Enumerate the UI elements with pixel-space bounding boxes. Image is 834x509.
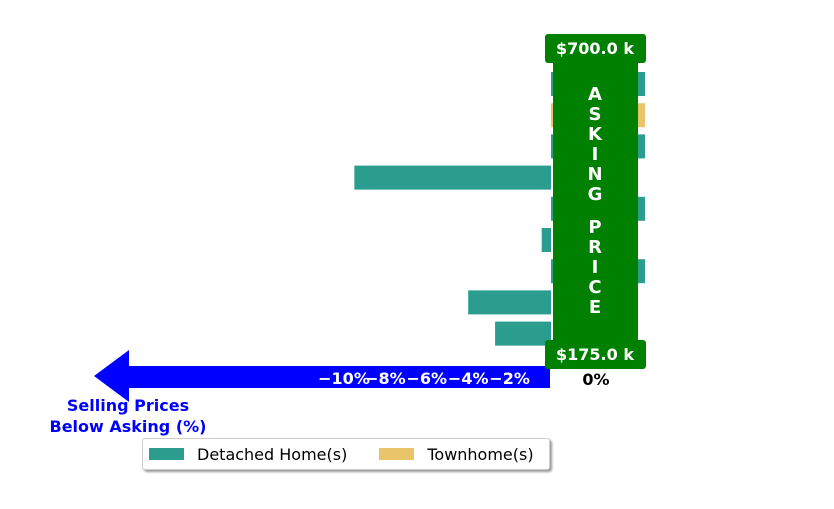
legend-swatch-detached [149, 448, 184, 460]
x-axis: −10%−8% −6% −4% −2% 0% Selling Prices Below As… [50, 350, 610, 436]
x-tick-label: −10% [318, 369, 370, 388]
bar-detached-5 [541, 228, 551, 252]
asking-price-letter: N [587, 164, 602, 185]
asking-price-letter: C [588, 277, 601, 298]
top-price-box [545, 34, 646, 63]
bar-detached-8 [495, 321, 551, 346]
asking-price-letter: K [588, 124, 603, 145]
x-tick-label: −4% [448, 369, 489, 388]
asking-price-letter: E [589, 297, 601, 318]
asking-price-letter: P [588, 217, 601, 238]
legend-item-detached: Detached Home(s) [149, 445, 347, 464]
x-tick-label: −8% [365, 369, 406, 388]
axis-arrow-head [94, 350, 129, 402]
zero-tick-label: 0% [582, 370, 609, 389]
x-tick-label: −2% [489, 369, 530, 388]
legend-swatch-townhome [379, 448, 415, 460]
bottom-price-box [545, 340, 646, 369]
legend-item-townhome: Townhome(s) [379, 444, 534, 464]
asking-price-letter: I [592, 257, 599, 278]
x-axis-label: Selling Prices [67, 396, 189, 415]
x-tick-label: −6% [407, 369, 448, 388]
axis-arrow-shaft [128, 366, 550, 388]
bar-detached-7 [468, 290, 551, 315]
asking-price-letter: I [592, 144, 599, 165]
legend-label-townhome: Townhome(s) [427, 444, 534, 464]
asking-price-letter: R [588, 237, 602, 258]
legend: Detached Home(s) Townhome(s) [142, 438, 550, 470]
asking-price-letter: A [588, 84, 602, 105]
bottom-price-label: $175.0 k [556, 345, 634, 364]
top-price-label: $700.0 k [556, 39, 634, 58]
asking-price-bar [553, 60, 638, 345]
bar-detached-3 [354, 165, 551, 190]
asking-price-letter: S [589, 104, 602, 125]
x-axis-label: Below Asking (%) [50, 417, 207, 436]
asking-price-letter: G [588, 184, 603, 205]
legend-label-detached: Detached Home(s) [197, 444, 348, 464]
